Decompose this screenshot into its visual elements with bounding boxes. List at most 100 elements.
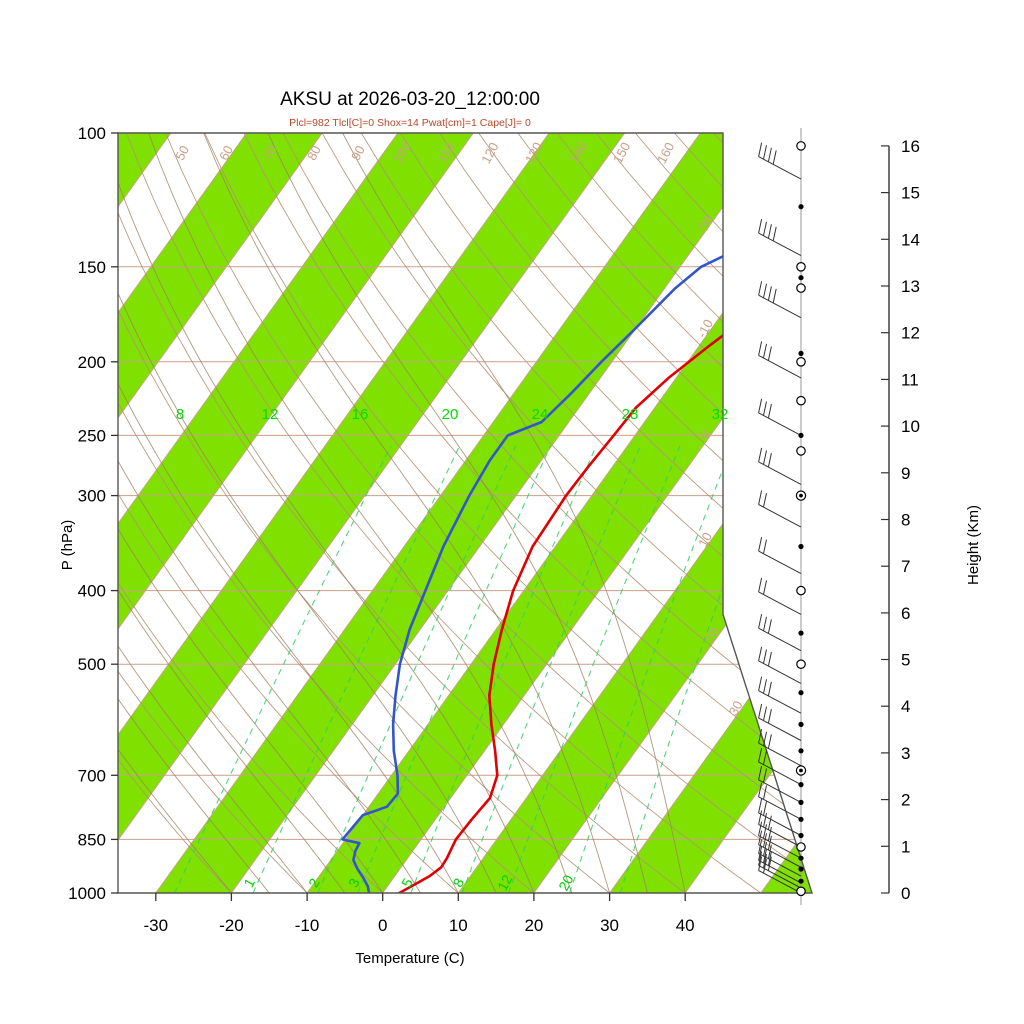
isotherm-line xyxy=(609,133,812,893)
isotherm-label-right: 20 xyxy=(702,625,722,645)
barb-feather xyxy=(763,221,767,236)
dry-adiabat-line xyxy=(400,133,812,893)
wind-level-marker-filled xyxy=(798,275,804,281)
wind-level-marker-open xyxy=(796,356,806,367)
shade-band xyxy=(118,133,323,893)
barb-feather xyxy=(767,346,772,361)
barb-feather xyxy=(763,616,767,631)
barb-feather xyxy=(758,218,763,234)
pressure-tick-label: 100 xyxy=(78,124,106,143)
wind-level-marker-ringed-core xyxy=(799,493,803,498)
wind-level-marker-filled xyxy=(798,782,804,788)
barb-shaft xyxy=(758,690,802,714)
shade-band xyxy=(118,133,625,893)
indices-subtitle: Plcl=982 Tlcl[C]=0 Shox=14 Pwat[cm]=1 Ca… xyxy=(289,117,531,129)
barb-feather xyxy=(758,856,763,871)
isotherm-label-right: 30 xyxy=(726,698,746,718)
wind-level-marker-open xyxy=(796,141,806,151)
dry-adiabat-line xyxy=(118,133,686,893)
moist-adiabat-line xyxy=(118,133,535,893)
barb-feather xyxy=(758,281,763,296)
temperature-tick-label: 20 xyxy=(524,916,543,935)
moist-adiabat-line xyxy=(342,133,686,893)
wind-barb xyxy=(758,839,802,877)
wind-level-marker-open xyxy=(796,886,806,897)
wind-level-marker-filled xyxy=(798,350,804,356)
height-tick-label: 7 xyxy=(901,557,910,576)
pressure-tick-label: 700 xyxy=(78,766,106,785)
moist-adiabat-line xyxy=(118,133,497,893)
barb-feather xyxy=(763,401,767,416)
wind-level-marker-filled xyxy=(798,832,804,839)
height-tick-label: 4 xyxy=(901,697,910,716)
plot-frame xyxy=(117,132,813,894)
pressure-tick-label: 1000 xyxy=(68,884,106,903)
barb-feather xyxy=(767,286,772,301)
wind-level-marker-filled xyxy=(798,432,804,438)
barb-feather xyxy=(767,844,772,859)
wind-barb xyxy=(758,703,802,741)
barb-shaft xyxy=(758,156,802,180)
wind-barb xyxy=(758,398,802,436)
barb-feather xyxy=(763,785,767,800)
wind-level-marker-filled xyxy=(798,721,804,728)
wind-level-marker-filled xyxy=(798,748,804,754)
wind-level-marker-filled xyxy=(798,630,804,636)
barb-shaft xyxy=(758,354,802,379)
moist-adiabat-line xyxy=(118,133,270,893)
barb-feather xyxy=(767,681,772,697)
dry-adiabat-label: 50 xyxy=(172,143,192,163)
height-tick-label: 16 xyxy=(901,137,920,156)
temperature-tick-label: 30 xyxy=(600,916,619,935)
barb-shaft xyxy=(758,294,802,319)
dry-adiabat-line xyxy=(118,133,232,893)
wind-level-marker-open xyxy=(796,585,806,596)
barb-shaft xyxy=(758,550,802,575)
wind-barb xyxy=(758,782,802,820)
barb-feather xyxy=(758,703,763,719)
barb-feather xyxy=(772,226,777,242)
wind-barb xyxy=(758,447,802,485)
isotherm-line xyxy=(231,133,777,893)
barb-feather xyxy=(767,856,772,871)
barb-feather xyxy=(767,708,772,724)
barb-shaft xyxy=(758,761,802,786)
wind-level-marker-open xyxy=(796,395,806,406)
barb-feather xyxy=(763,580,767,595)
barb-shaft xyxy=(758,870,802,894)
barb-feather xyxy=(763,750,767,765)
barb-shaft xyxy=(758,824,802,848)
dry-adiabat-line xyxy=(118,133,308,893)
moist-adiabat-line xyxy=(118,133,421,893)
wind-level-marker-open xyxy=(796,261,806,272)
dry-adiabat-line xyxy=(439,133,812,893)
barb-feather xyxy=(758,798,763,814)
mixing-label-mid: 20 xyxy=(442,406,459,423)
wind-barb-panel xyxy=(758,128,807,905)
barb-shaft xyxy=(758,232,802,257)
barb-feather xyxy=(763,833,767,848)
wind-barb xyxy=(758,798,802,836)
mixing-label-mid: 24 xyxy=(532,406,549,423)
barb-feather xyxy=(763,801,767,816)
dry-adiabat-line xyxy=(321,133,812,893)
page-title: AKSU at 2026-03-20_12:00:00 xyxy=(280,89,540,110)
barb-feather xyxy=(763,145,767,160)
temperature-tick-label: 40 xyxy=(676,916,695,935)
barb-shaft xyxy=(758,504,802,528)
barb-feather xyxy=(763,649,767,664)
barb-feather xyxy=(763,679,767,694)
dry-adiabat-line xyxy=(118,133,459,893)
wind-barb xyxy=(758,577,802,615)
height-tick-label: 1 xyxy=(901,837,910,856)
barb-feather xyxy=(767,651,772,667)
height-tick-label: 2 xyxy=(901,791,910,810)
mixing-ratio-line xyxy=(252,445,461,893)
wind-barb xyxy=(758,536,802,575)
pressure-tick-label: 300 xyxy=(78,487,106,506)
isotherm-line xyxy=(118,133,323,893)
barb-feather xyxy=(763,343,767,359)
barb-feather xyxy=(763,706,767,721)
wind-barb xyxy=(758,218,802,257)
